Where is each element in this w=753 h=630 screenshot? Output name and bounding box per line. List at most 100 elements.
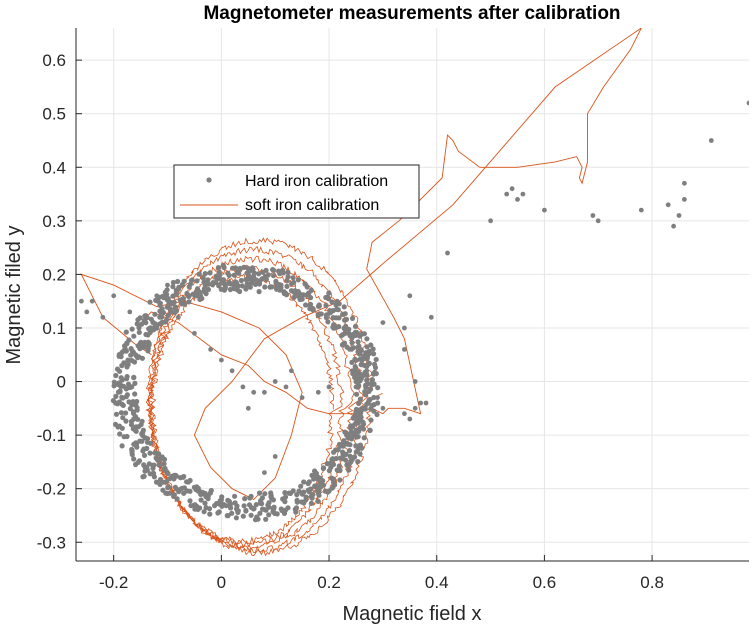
hard-iron-point [249, 275, 255, 281]
hard-iron-point [327, 310, 333, 316]
hard-iron-point [335, 307, 341, 313]
hard-iron-point [159, 293, 166, 300]
x-ticks: -0.2 0 0.2 0.4 0.6 0.8 [99, 555, 664, 592]
hard-iron-point [154, 457, 161, 463]
hard-iron-point [316, 492, 322, 498]
y-tick-label-2: -0.1 [37, 426, 66, 445]
hard-iron-point [113, 411, 120, 417]
hard-iron-point [347, 453, 353, 459]
hard-iron-point [140, 448, 146, 454]
y-tick-label-8: 0.5 [42, 105, 66, 124]
hard-iron-point [295, 277, 301, 283]
hard-iron-point [150, 462, 156, 468]
hard-iron-point [140, 474, 146, 480]
hard-iron-point [708, 138, 714, 143]
hard-iron-point [315, 389, 321, 395]
hard-iron-point [371, 408, 377, 414]
hard-iron-point [282, 490, 288, 496]
hard-iron-point [126, 337, 132, 343]
hard-iron-point [198, 497, 204, 503]
hard-iron-point [224, 513, 230, 519]
hard-iron-point [135, 416, 141, 422]
hard-iron-point [367, 427, 373, 433]
hard-iron-point [407, 293, 413, 299]
hard-iron-point [195, 292, 201, 298]
y-tick-label-1: -0.2 [37, 480, 66, 499]
hard-iron-point [343, 430, 349, 436]
hard-iron-point [213, 273, 219, 279]
hard-iron-point [371, 402, 377, 408]
hard-iron-point [171, 492, 177, 498]
hard-iron-point [165, 296, 171, 302]
hard-iron-point [144, 465, 150, 471]
hard-iron-point [298, 483, 304, 489]
hard-iron-point [195, 288, 201, 294]
hard-iron-point [157, 302, 163, 308]
hard-iron-point [542, 207, 547, 213]
hard-iron-point [368, 417, 374, 423]
hard-iron-point [248, 493, 254, 499]
hard-iron-point [323, 302, 329, 308]
hard-iron-point [338, 333, 344, 339]
y-ticks: -0.3 -0.2 -0.1 0 0.1 0.2 0.3 0.4 0.5 0.6 [37, 51, 82, 552]
hard-iron-point [259, 276, 265, 282]
x-tick-label-0: -0.2 [99, 573, 128, 592]
hard-iron-point [364, 401, 370, 407]
hard-iron-point [216, 283, 222, 289]
hard-iron-point [217, 272, 223, 278]
hard-iron-point [239, 283, 245, 289]
hard-iron-point [247, 284, 253, 290]
hard-iron-point [262, 491, 268, 497]
hard-iron-point [226, 272, 232, 278]
hard-iron-point [380, 405, 386, 411]
hard-iron-point [165, 312, 171, 318]
hard-iron-point [164, 287, 170, 293]
hard-iron-point [220, 277, 227, 283]
hard-iron-point [325, 319, 331, 325]
hard-iron-point [273, 286, 280, 292]
hard-iron-point [375, 395, 380, 400]
hard-iron-point [347, 442, 353, 448]
hard-iron-point [207, 511, 213, 517]
hard-iron-point [152, 311, 158, 317]
hard-iron-point [256, 490, 263, 496]
hard-iron-point [181, 301, 187, 307]
hard-iron-point [132, 380, 138, 386]
hard-iron-point [180, 474, 186, 480]
hard-iron-point [174, 496, 180, 502]
hard-iron-point [370, 346, 376, 352]
hard-iron-point [203, 505, 209, 511]
hard-iron-point [130, 410, 137, 416]
y-axis-label: Magnetic filed y [3, 226, 25, 365]
hard-iron-point [249, 265, 256, 271]
hard-iron-point [356, 343, 362, 349]
hard-iron-point [202, 286, 208, 292]
hard-iron-point [236, 270, 242, 276]
hard-iron-point [140, 427, 146, 433]
hard-iron-point [241, 503, 247, 509]
hard-iron-point [132, 391, 138, 397]
hard-iron-point [746, 100, 749, 106]
hard-iron-point [256, 271, 262, 277]
hard-iron-point [337, 477, 343, 483]
hard-iron-point [350, 424, 356, 430]
hard-iron-point [116, 399, 122, 405]
hard-iron-point [113, 393, 119, 399]
hard-iron-point [269, 284, 275, 290]
hard-iron-point [167, 476, 173, 482]
hard-iron-point [353, 379, 359, 385]
hard-iron-point [328, 464, 334, 471]
hard-iron-point [189, 277, 195, 283]
hard-iron-point [671, 223, 676, 229]
hard-iron-point [212, 503, 218, 509]
hard-iron-point [308, 295, 314, 301]
hard-iron-point [262, 507, 268, 513]
hard-iron-point [283, 384, 289, 390]
hard-iron-point [354, 370, 360, 376]
hard-iron-point [121, 360, 127, 366]
hard-iron-point [193, 487, 199, 493]
hard-iron-point [127, 309, 133, 315]
y-tick-label-5: 0.2 [42, 265, 66, 284]
hard-iron-point [352, 430, 358, 437]
hard-iron-point [346, 326, 352, 332]
